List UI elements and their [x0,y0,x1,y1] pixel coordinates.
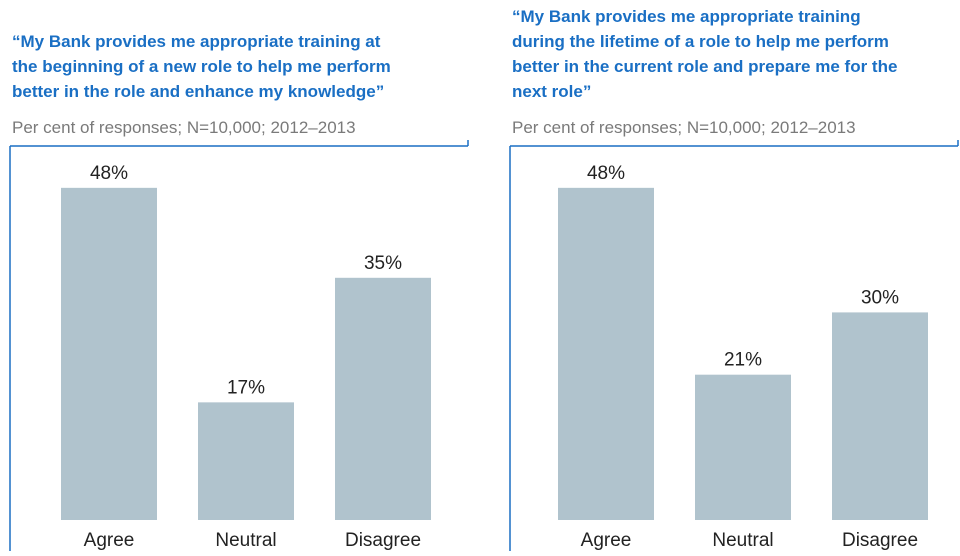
data-label: 30% [861,287,899,308]
x-tick-label: Agree [84,530,135,551]
chart-title: during the lifetime of a role to help me… [512,32,889,51]
data-label: 35% [364,253,402,274]
x-tick-label: Neutral [215,530,276,551]
x-tick-label: Neutral [712,530,773,551]
chart-title: the beginning of a new role to help me p… [12,57,391,76]
x-tick-label: Disagree [345,530,421,551]
x-tick-label: Disagree [842,530,918,551]
chart-title: next role” [512,82,591,101]
bar [832,312,928,520]
chart-subtitle: Per cent of responses; N=10,000; 2012–20… [512,118,856,137]
chart-subtitle: Per cent of responses; N=10,000; 2012–20… [12,118,356,137]
x-tick-label: Agree [581,530,632,551]
bar [61,187,157,520]
bar [198,402,294,520]
data-label: 17% [227,377,265,398]
data-label: 48% [587,163,625,184]
chart-title: better in the current role and prepare m… [512,57,897,76]
bar [558,187,654,520]
chart-title: better in the role and enhance my knowle… [12,82,384,101]
data-label: 21% [724,350,762,371]
bar [695,374,791,520]
chart-title: “My Bank provides me appropriate trainin… [12,32,381,51]
chart-title: “My Bank provides me appropriate trainin… [512,7,861,26]
data-label: 48% [90,163,128,184]
bar [335,277,431,520]
